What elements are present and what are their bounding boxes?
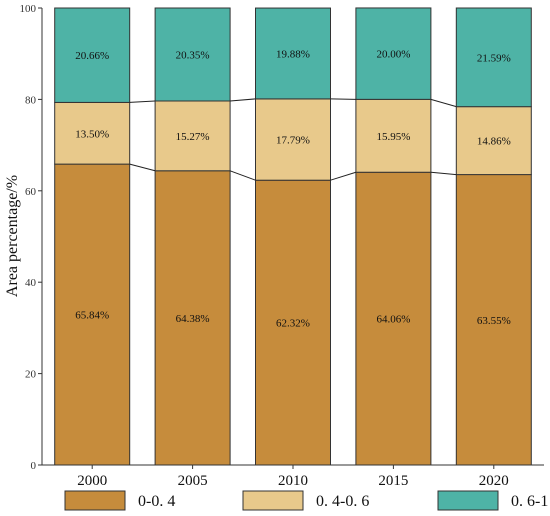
connector-line-0-3 <box>430 171 457 176</box>
bar-segment-2015-0 <box>355 171 432 466</box>
bar-segment-2020-2 <box>455 7 532 108</box>
data-label-2010-0: 62.32% <box>276 318 310 330</box>
bar-segment-2020-0 <box>455 174 532 466</box>
y-tick-label-80: 80 <box>25 94 37 106</box>
data-label-2020-1: 14.86% <box>477 136 511 148</box>
legend-swatch-0 <box>64 490 126 511</box>
x-tick-label-2005: 2005 <box>178 473 208 489</box>
data-label-2000-2: 20.66% <box>75 50 109 62</box>
data-label-2020-0: 63.55% <box>477 315 511 327</box>
bar-segment-2000-0 <box>54 163 131 466</box>
connector-line-0-2 <box>330 171 357 181</box>
data-label-2020-2: 21.59% <box>477 52 511 64</box>
data-label-2015-1: 15.95% <box>376 131 410 143</box>
data-label-2005-2: 20.35% <box>176 49 210 61</box>
connector-line-1-0 <box>129 100 156 103</box>
y-tick-label-100: 100 <box>20 3 37 15</box>
bar-segment-2015-1 <box>355 98 432 173</box>
bar-segment-2005-2 <box>154 7 231 102</box>
data-label-2015-2: 20.00% <box>376 49 410 61</box>
y-axis-title: Area percentage/% <box>4 175 21 297</box>
plot-area: 65.84% 13.50% 20.66% 64.38% 15.27% 20.35% 62.3… <box>20 3 544 489</box>
x-tick-label-2000: 2000 <box>77 473 107 489</box>
data-label-2005-1: 15.27% <box>176 131 210 143</box>
data-label-2010-2: 19.88% <box>276 48 310 60</box>
legend: 0-0. 4 0. 4-0. 6 0. 6-1 <box>64 490 548 511</box>
bar-segment-2000-1 <box>54 101 131 165</box>
legend-label-0: 0-0. 4 <box>138 493 175 510</box>
bar-segment-2010-1 <box>255 98 331 181</box>
connector-line-0-0 <box>129 163 156 172</box>
data-label-2000-1: 13.50% <box>75 128 109 140</box>
connector-line-0-1 <box>229 170 256 181</box>
bar-segment-2015-2 <box>355 7 432 100</box>
bar-segment-2010-2 <box>255 7 331 100</box>
legend-label-1: 0. 4-0. 6 <box>316 493 369 510</box>
data-label-2015-0: 64.06% <box>376 314 410 326</box>
data-label-2000-0: 65.84% <box>75 310 109 322</box>
bar-segment-2005-1 <box>154 100 231 172</box>
x-tick-label-2020: 2020 <box>479 473 509 489</box>
y-tick-label-20: 20 <box>25 369 37 381</box>
data-label-2010-1: 17.79% <box>276 135 310 147</box>
y-tick-label-0: 0 <box>31 460 37 472</box>
bar-segment-2005-0 <box>154 170 231 466</box>
legend-label-2: 0. 6-1 <box>511 493 548 510</box>
data-label-2005-0: 64.38% <box>176 313 210 325</box>
legend-swatch-1 <box>242 490 304 511</box>
x-tick-label-2015: 2015 <box>378 473 408 489</box>
connector-line-1-1 <box>230 98 256 102</box>
x-tick-label-2010: 2010 <box>278 473 308 489</box>
y-tick-label-60: 60 <box>25 186 37 198</box>
legend-swatch-2 <box>437 490 499 511</box>
connector-line-1-3 <box>430 98 457 108</box>
bar-segment-2000-2 <box>54 7 131 103</box>
y-tick-label-40: 40 <box>25 277 37 289</box>
